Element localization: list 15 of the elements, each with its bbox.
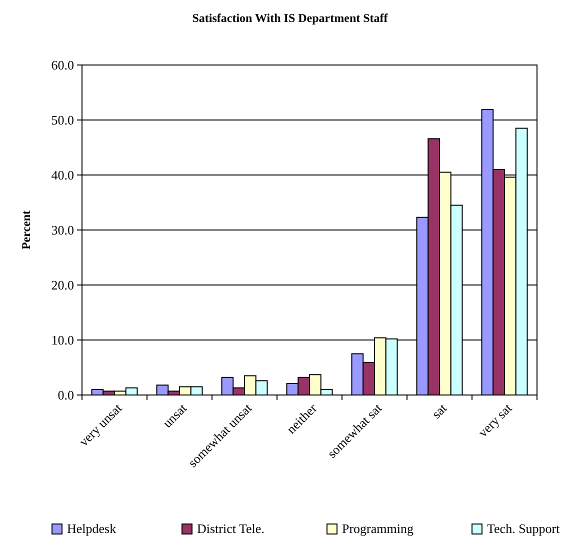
- y-tick-label: 40.0: [51, 168, 74, 183]
- legend-label: District Tele.: [197, 521, 264, 536]
- y-tick-label: 60.0: [51, 58, 74, 73]
- y-axis-title: Percent: [19, 210, 33, 250]
- y-tick-label: 30.0: [51, 222, 74, 238]
- x-tick-label: very sat: [475, 400, 515, 440]
- y-tick-label: 20.0: [51, 278, 74, 293]
- legend-label: Helpdesk: [67, 521, 117, 536]
- legend-label: Tech. Support: [487, 521, 560, 536]
- legend-label: Programming: [342, 521, 414, 536]
- chart-title: Satisfaction With IS Department Staff: [192, 11, 389, 25]
- y-tick-label: 50.0: [51, 112, 74, 128]
- y-tick-label: 10.0: [51, 332, 74, 348]
- y-tick-label: 0.0: [58, 388, 74, 403]
- x-tick-label: sat: [428, 400, 450, 422]
